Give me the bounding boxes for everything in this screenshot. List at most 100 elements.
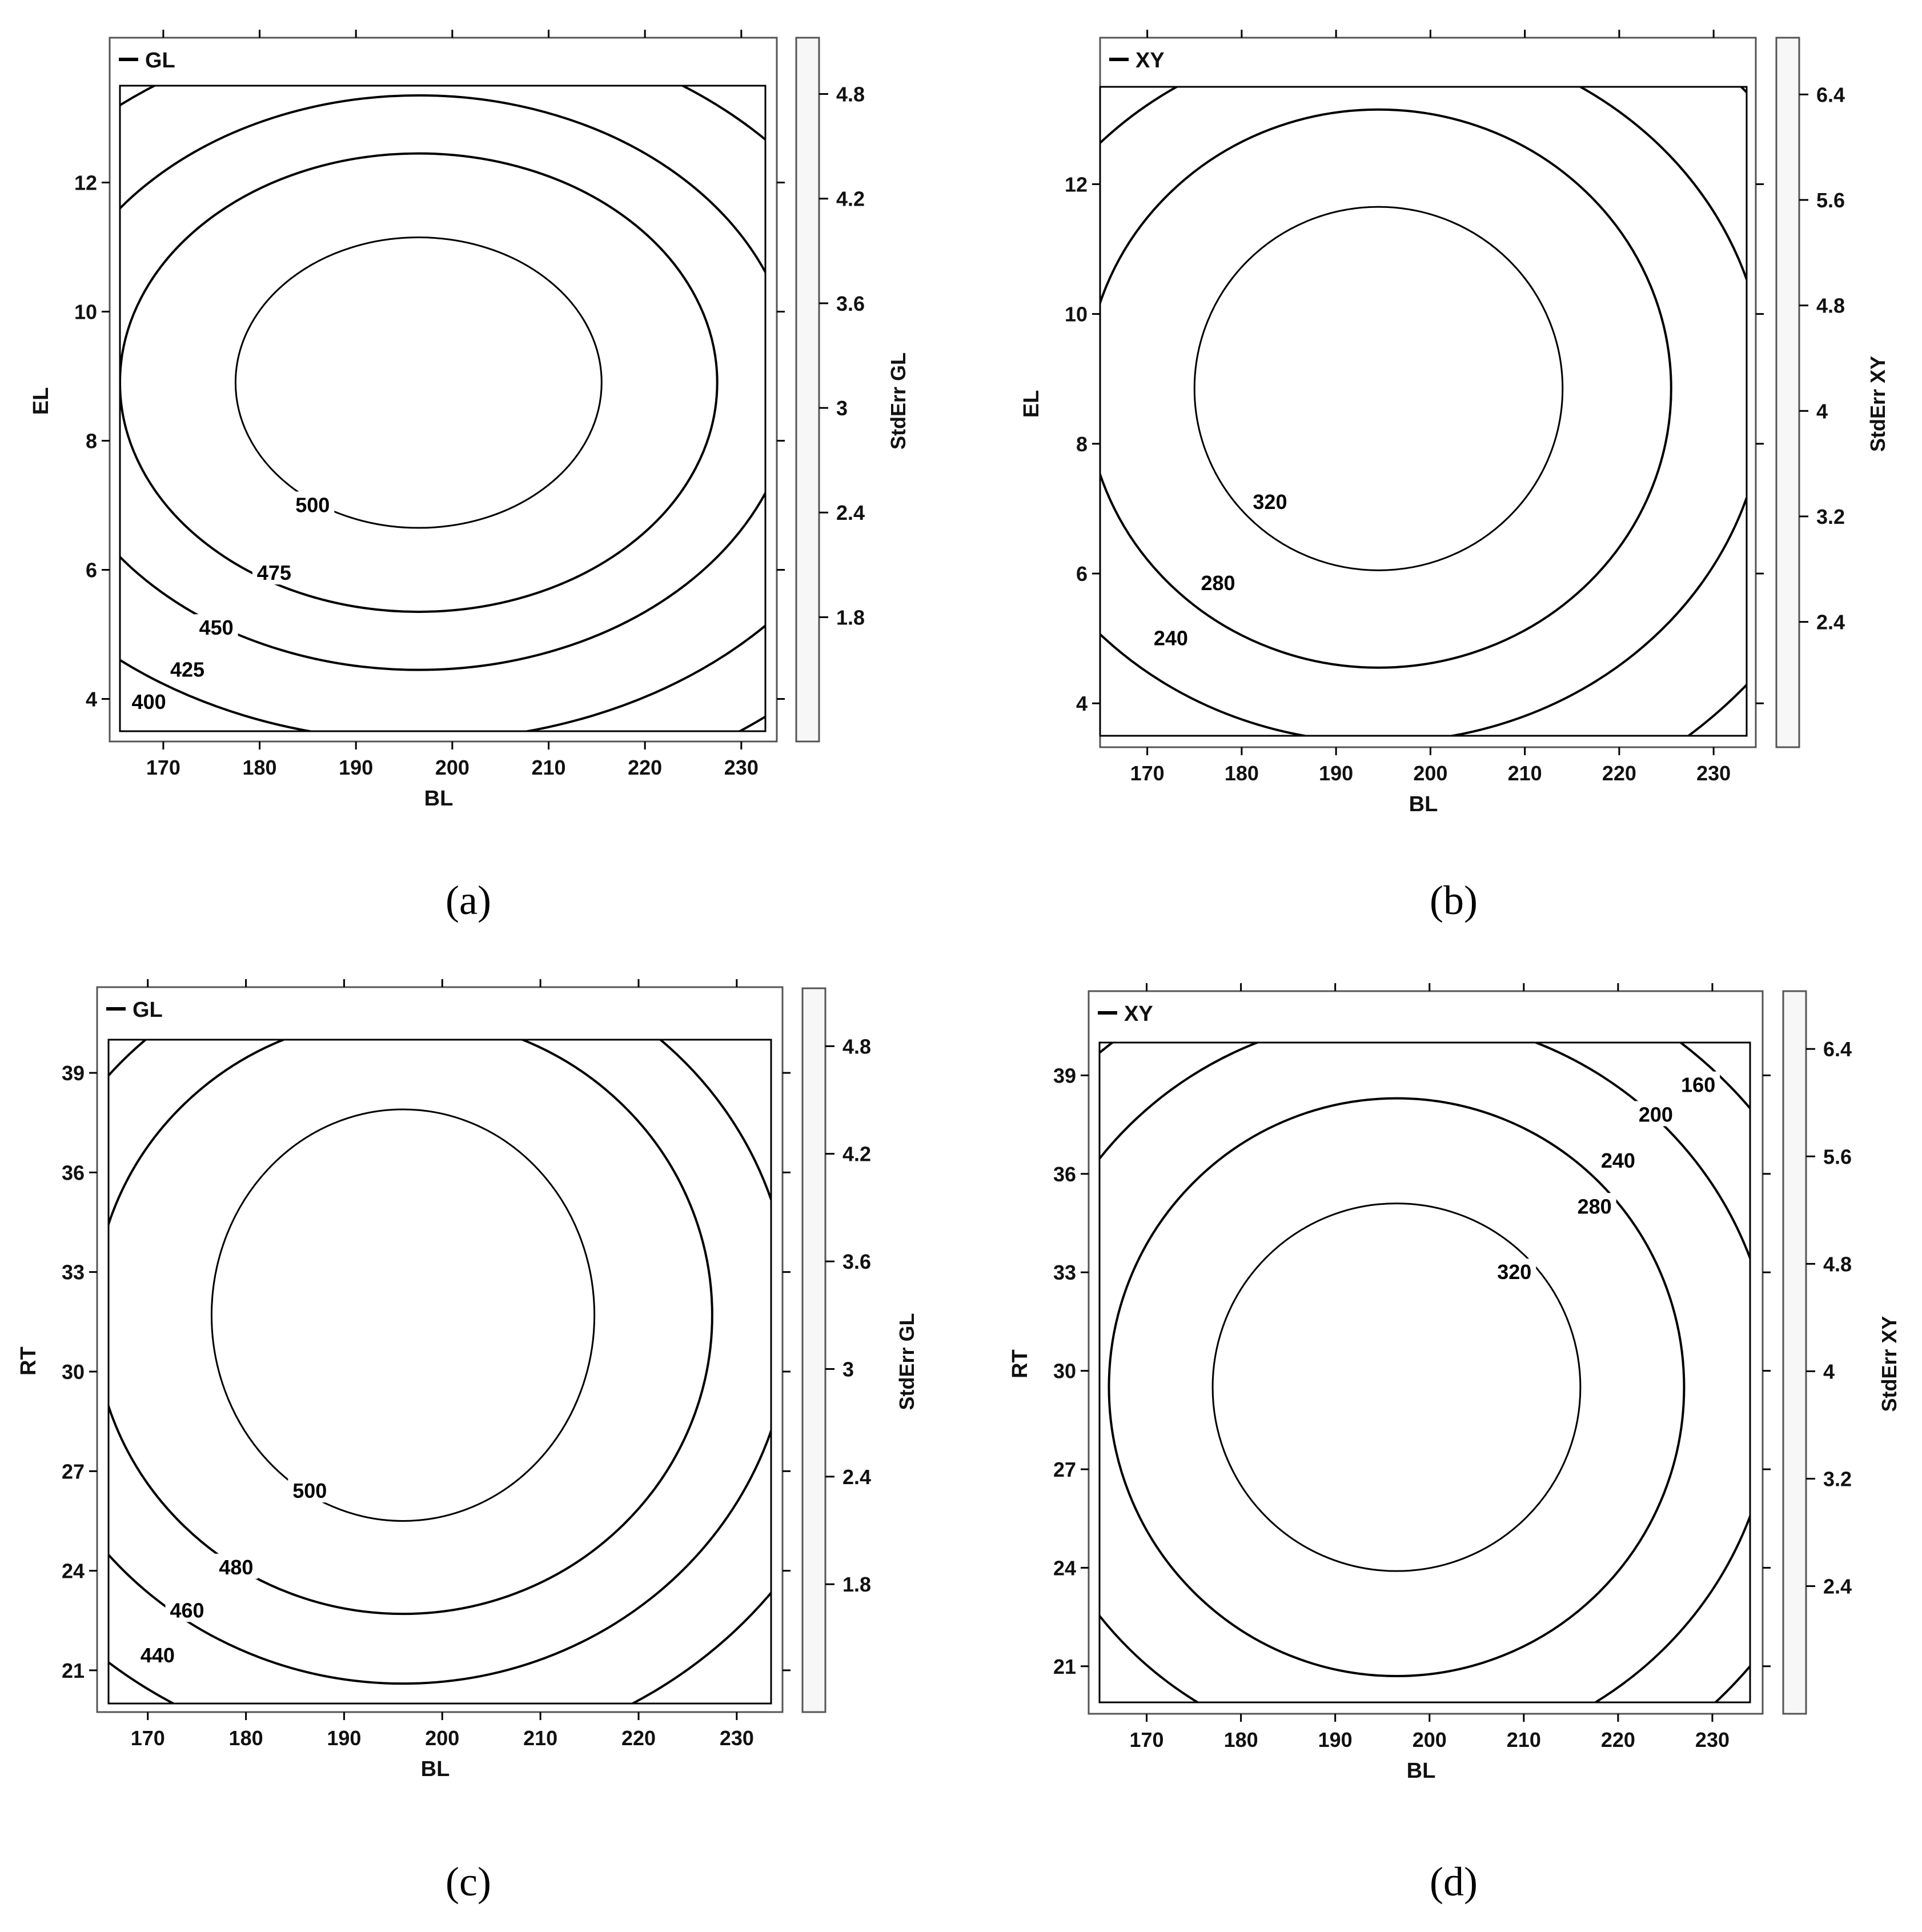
contour-label: 200	[1639, 1103, 1673, 1126]
panel-a: GL 170 180 190 200 210 220 230 4 6 8 10 12 BL EL 4.8 4.2…	[29, 30, 910, 923]
contour-label-bg	[1572, 1193, 1616, 1218]
colorbar-tick-label: 6.4	[1816, 83, 1845, 106]
colorbar-tick-label: 2.4	[1823, 1575, 1852, 1598]
contour-label-bg	[135, 1641, 179, 1667]
contour-label-bg	[127, 688, 171, 714]
panel-c: GL 170 180 190 200 210 220 230 21 24 27 30 33 36 39 BL R…	[17, 979, 918, 1905]
contour-label-bg	[1676, 1071, 1720, 1097]
y-axis-label: EL	[29, 387, 53, 415]
contour-line-280	[1100, 108, 1672, 669]
contour-group	[1100, 87, 1747, 736]
contour-label-bg	[1492, 1258, 1536, 1284]
panel-b: XY 170 180 190 200 210 220 230 4 6 8 10 12 BL EL 6.4 5.6…	[1020, 30, 1889, 923]
legend: XY	[1098, 1002, 1153, 1026]
contour-line-480	[109, 1040, 713, 1615]
contour-label-bg	[252, 559, 296, 585]
legend: GL	[119, 49, 175, 73]
contour-label-bg	[1596, 1147, 1640, 1172]
colorbar-tick-label: 3.2	[1823, 1467, 1852, 1490]
y-tick-label: 30	[1053, 1360, 1076, 1383]
contour-line-460	[109, 1040, 771, 1685]
contour-line-240	[1100, 1043, 1750, 1702]
x-tick-label: 180	[1225, 761, 1259, 785]
colorbar-box	[1775, 37, 1800, 748]
colorbar-tick-label: 2.4	[1816, 611, 1845, 634]
contour-label: 400	[132, 690, 166, 714]
y-tick-label: 4	[1076, 692, 1088, 715]
contour-label-bg	[1634, 1101, 1678, 1127]
contour-label: 320	[1497, 1260, 1531, 1284]
x-tick-label: 170	[1129, 1728, 1163, 1751]
legend: XY	[1109, 49, 1165, 73]
x-tick-label: 180	[1224, 1728, 1258, 1751]
colorbar-tick-label: 2.4	[842, 1465, 871, 1489]
contour-label-bg	[1196, 570, 1240, 595]
colorbar-tick-label: 3	[836, 396, 848, 420]
colorbar-box	[801, 987, 826, 1713]
colorbar: 4.8 4.2 3.6 3 2.4 1.8 StdErr GL	[795, 37, 910, 743]
colorbar-tick-label: 4.8	[1823, 1252, 1852, 1276]
colorbar-tick-label: 4.2	[836, 187, 865, 211]
legend-label: GL	[133, 998, 163, 1022]
colorbar-box	[795, 37, 820, 743]
colorbar: 6.4 5.6 4.8 4 3.2 2.4 StdErr XY	[1775, 37, 1889, 748]
y-axis-label: RT	[17, 1346, 41, 1376]
colorbar-label: StdErr XY	[1866, 356, 1889, 452]
colorbar-tick-label: 4.8	[836, 83, 865, 106]
colorbar-tick-label: 3.2	[1816, 505, 1845, 528]
contour-label: 280	[1201, 571, 1235, 595]
y-tick-label: 39	[62, 1061, 85, 1085]
y-tick-label: 36	[1053, 1163, 1076, 1186]
x-axis-label: BL	[421, 1757, 450, 1781]
x-tick-label: 230	[720, 1726, 754, 1750]
y-tick-label: 30	[62, 1360, 85, 1384]
y-tick-label: 24	[62, 1560, 85, 1583]
contour-line-475	[120, 152, 719, 613]
panel-frame	[96, 986, 784, 1713]
y-tick-label: 12	[1065, 173, 1088, 196]
x-tick-label: 190	[327, 1726, 361, 1750]
legend-label: GL	[145, 49, 175, 73]
x-tick-label: 200	[435, 756, 470, 779]
y-axis-label: RT	[1008, 1349, 1032, 1378]
y-tick-label: 8	[1076, 432, 1088, 456]
panel-letter: (d)	[1430, 1859, 1478, 1905]
contour-group	[109, 1040, 771, 1703]
colorbar-label: StdErr GL	[886, 352, 910, 450]
y-tick-label: 36	[62, 1161, 85, 1184]
y-tick-label: 27	[62, 1460, 85, 1483]
plot-area	[1099, 86, 1748, 737]
contour-label-bg	[1248, 488, 1292, 514]
contour-label: 440	[141, 1644, 175, 1667]
colorbar-tick-label: 3	[842, 1357, 854, 1381]
y-tick-label: 21	[1053, 1655, 1076, 1678]
x-tick-label: 230	[1695, 1728, 1730, 1751]
colorbar-tick-label: 4	[1823, 1360, 1835, 1383]
contour-label: 475	[257, 561, 291, 584]
x-tick-label: 190	[339, 756, 373, 779]
contour-label: 240	[1154, 627, 1188, 650]
x-axis-label: BL	[1407, 1759, 1436, 1783]
contour-label-bg	[165, 1597, 209, 1622]
contour-group	[1100, 1043, 1750, 1702]
x-tick-label: 210	[1507, 1728, 1541, 1751]
contour-line-320	[1211, 1203, 1582, 1572]
colorbar-tick-label: 1.8	[836, 606, 865, 629]
legend-label: XY	[1135, 49, 1165, 73]
contour-label-bg	[1149, 624, 1193, 650]
colorbar-label: StdErr XY	[1877, 1316, 1901, 1412]
colorbar-tick-label: 3.6	[842, 1250, 871, 1273]
panel-letter: (c)	[446, 1859, 491, 1905]
contour-label: 160	[1681, 1073, 1715, 1097]
x-tick-label: 180	[243, 756, 277, 779]
legend-label: XY	[1124, 1002, 1153, 1026]
x-tick-label: 220	[1602, 761, 1636, 785]
plot-area	[119, 85, 767, 732]
x-tick-label: 230	[1696, 761, 1731, 785]
panel-frame	[109, 37, 778, 743]
colorbar-tick-label: 4.8	[1816, 294, 1845, 318]
y-tick-label: 24	[1053, 1556, 1076, 1580]
x-tick-label: 220	[621, 1726, 656, 1750]
y-tick-label: 10	[74, 300, 97, 324]
